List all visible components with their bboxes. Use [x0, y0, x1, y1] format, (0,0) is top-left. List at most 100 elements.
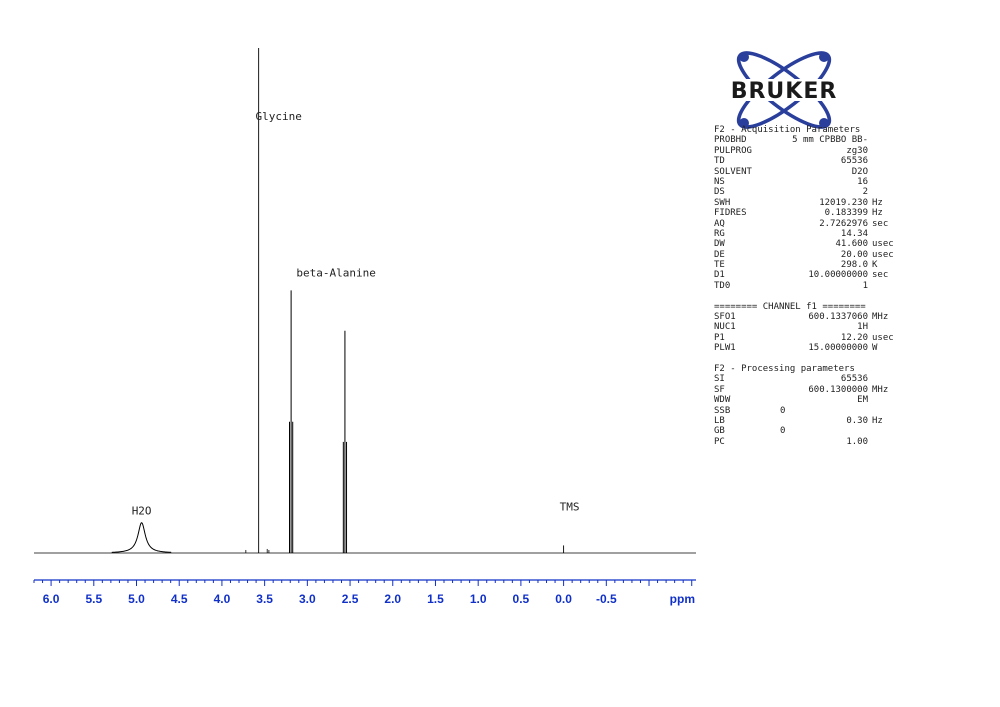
- param-unit: usec: [872, 332, 894, 343]
- param-key: TE: [714, 260, 725, 271]
- param-row: LB 0.30 Hz: [714, 416, 904, 426]
- param-row: P1 12.20 usec: [714, 333, 904, 343]
- param-value: 14.34: [840, 228, 868, 239]
- param-row: FIDRES 0.183399 Hz: [714, 208, 904, 218]
- param-value: 12.20: [840, 332, 868, 343]
- param-key: SI: [714, 374, 725, 385]
- param-unit: [872, 406, 904, 416]
- param-key: P1: [714, 332, 725, 343]
- param-unit: [872, 374, 904, 384]
- param-value: 2: [862, 187, 868, 198]
- param-unit: [872, 229, 904, 239]
- param-key: PLW1: [714, 343, 736, 354]
- peak-label: TMS: [560, 500, 580, 513]
- channel-f1-header: ======== CHANNEL f1 ========: [714, 301, 866, 312]
- param-key: PC: [714, 436, 725, 447]
- param-value: 16: [857, 176, 868, 187]
- spectrum-peak: [111, 522, 172, 553]
- param-key: SSB: [714, 405, 731, 416]
- param-key: TD0: [714, 280, 731, 291]
- axis-tick-label: 5.5: [85, 592, 102, 606]
- param-key: DS: [714, 187, 725, 198]
- param-key: WDW: [714, 395, 731, 406]
- axis-tick-label: 3.0: [299, 592, 316, 606]
- param-key: AQ: [714, 218, 725, 229]
- param-key: D1: [714, 270, 725, 281]
- axis-tick-label: 2.0: [384, 592, 401, 606]
- param-unit: sec: [872, 270, 889, 281]
- param-unit: MHz: [872, 312, 889, 323]
- atom-icon: [736, 51, 832, 129]
- param-unit: [872, 281, 904, 291]
- axis-tick-label: 6.0: [43, 592, 60, 606]
- param-value: 1: [862, 280, 868, 291]
- param-key: PULPROG: [714, 145, 752, 156]
- param-unit: MHz: [872, 384, 889, 395]
- proc-params-list: SI 65536 SF 600.1300000 MHz WDW EM SSB 0 LB 0.30 Hz…: [714, 374, 904, 447]
- param-value: 0.183399: [824, 208, 868, 219]
- bruker-logo: BRUKER: [712, 51, 856, 129]
- param-row: PULPROG zg30: [714, 146, 904, 156]
- param-value: 5 mm CPBBO BB-: [792, 135, 868, 146]
- param-row: TE 298.0 K: [714, 260, 904, 270]
- axis-unit-label: ppm: [670, 592, 695, 606]
- proc-params-header: F2 - Processing parameters: [714, 363, 855, 374]
- bruker-logo-text: BRUKER: [731, 79, 838, 104]
- param-row: PLW1 15.00000000 W: [714, 343, 904, 353]
- param-unit: W: [872, 343, 878, 354]
- axis-tick-label: 4.0: [214, 592, 231, 606]
- param-row: NUC1 1H: [714, 322, 904, 332]
- param-key: NS: [714, 176, 725, 187]
- ppm-axis: 6.0 5.5 5.0 4.5 4.0 3.5 3.0 2.5 2.0 1.5 1.0 0.5 0.0 -…: [33, 579, 696, 606]
- peak-label: H2O: [132, 505, 152, 518]
- param-row: D1 10.00000000 sec: [714, 270, 904, 280]
- param-key: SFO1: [714, 312, 736, 323]
- param-key: LB: [714, 415, 725, 426]
- param-row: SI 65536: [714, 374, 904, 384]
- param-row: SFO1 600.1337060 MHz: [714, 312, 904, 322]
- param-value: 298.0: [840, 260, 868, 271]
- axis-tick-label: -0.5: [596, 592, 617, 606]
- param-value: EM: [857, 395, 868, 406]
- peak-label: beta-Alanine: [296, 266, 375, 279]
- param-unit: [872, 167, 904, 177]
- param-value: 15.00000000: [808, 343, 868, 354]
- peak-label: Glycine: [255, 110, 301, 123]
- param-unit: Hz: [872, 208, 883, 219]
- param-value: 10.00000000: [808, 270, 868, 281]
- param-value: 20.00: [840, 249, 868, 260]
- param-value: 0.30: [846, 415, 868, 426]
- param-key: DE: [714, 249, 725, 260]
- param-row: SF 600.1300000 MHz: [714, 385, 904, 395]
- param-row: AQ 2.7262976 sec: [714, 219, 904, 229]
- axis-tick-label: 0.0: [555, 592, 572, 606]
- param-unit: usec: [872, 239, 894, 250]
- param-value: 65536: [840, 156, 868, 167]
- param-row: GB 0: [714, 426, 904, 436]
- param-unit: [872, 187, 904, 197]
- param-row: PROBHD 5 mm CPBBO BB-: [714, 135, 904, 145]
- param-key: TD: [714, 156, 725, 167]
- param-row: NS 16: [714, 177, 904, 187]
- param-value: 12019.230: [819, 197, 868, 208]
- axis-tick-label: 0.5: [513, 592, 530, 606]
- param-row: TD 65536: [714, 156, 904, 166]
- acq-params-header: F2 - Acquisition Parameters: [714, 125, 861, 135]
- acquisition-parameters-panel: F2 - Acquisition Parameters PROBHD 5 mm C…: [714, 125, 904, 447]
- param-row: TD0 1: [714, 281, 904, 291]
- param-unit: sec: [872, 218, 889, 229]
- axis-tick-label: 3.5: [256, 592, 273, 606]
- param-value: D2O: [851, 166, 868, 177]
- param-value: 2.7262976: [819, 218, 868, 229]
- param-value: 65536: [840, 374, 868, 385]
- param-row: SWH 12019.230 Hz: [714, 198, 904, 208]
- param-key: GB: [714, 426, 725, 437]
- param-key: RG: [714, 228, 725, 239]
- param-value: 41.600: [835, 239, 868, 250]
- param-row: RG 14.34: [714, 229, 904, 239]
- param-row: WDW EM: [714, 395, 904, 405]
- param-value: 1H: [857, 322, 868, 333]
- axis-tick-label: 1.5: [427, 592, 444, 606]
- param-unit: K: [872, 260, 878, 271]
